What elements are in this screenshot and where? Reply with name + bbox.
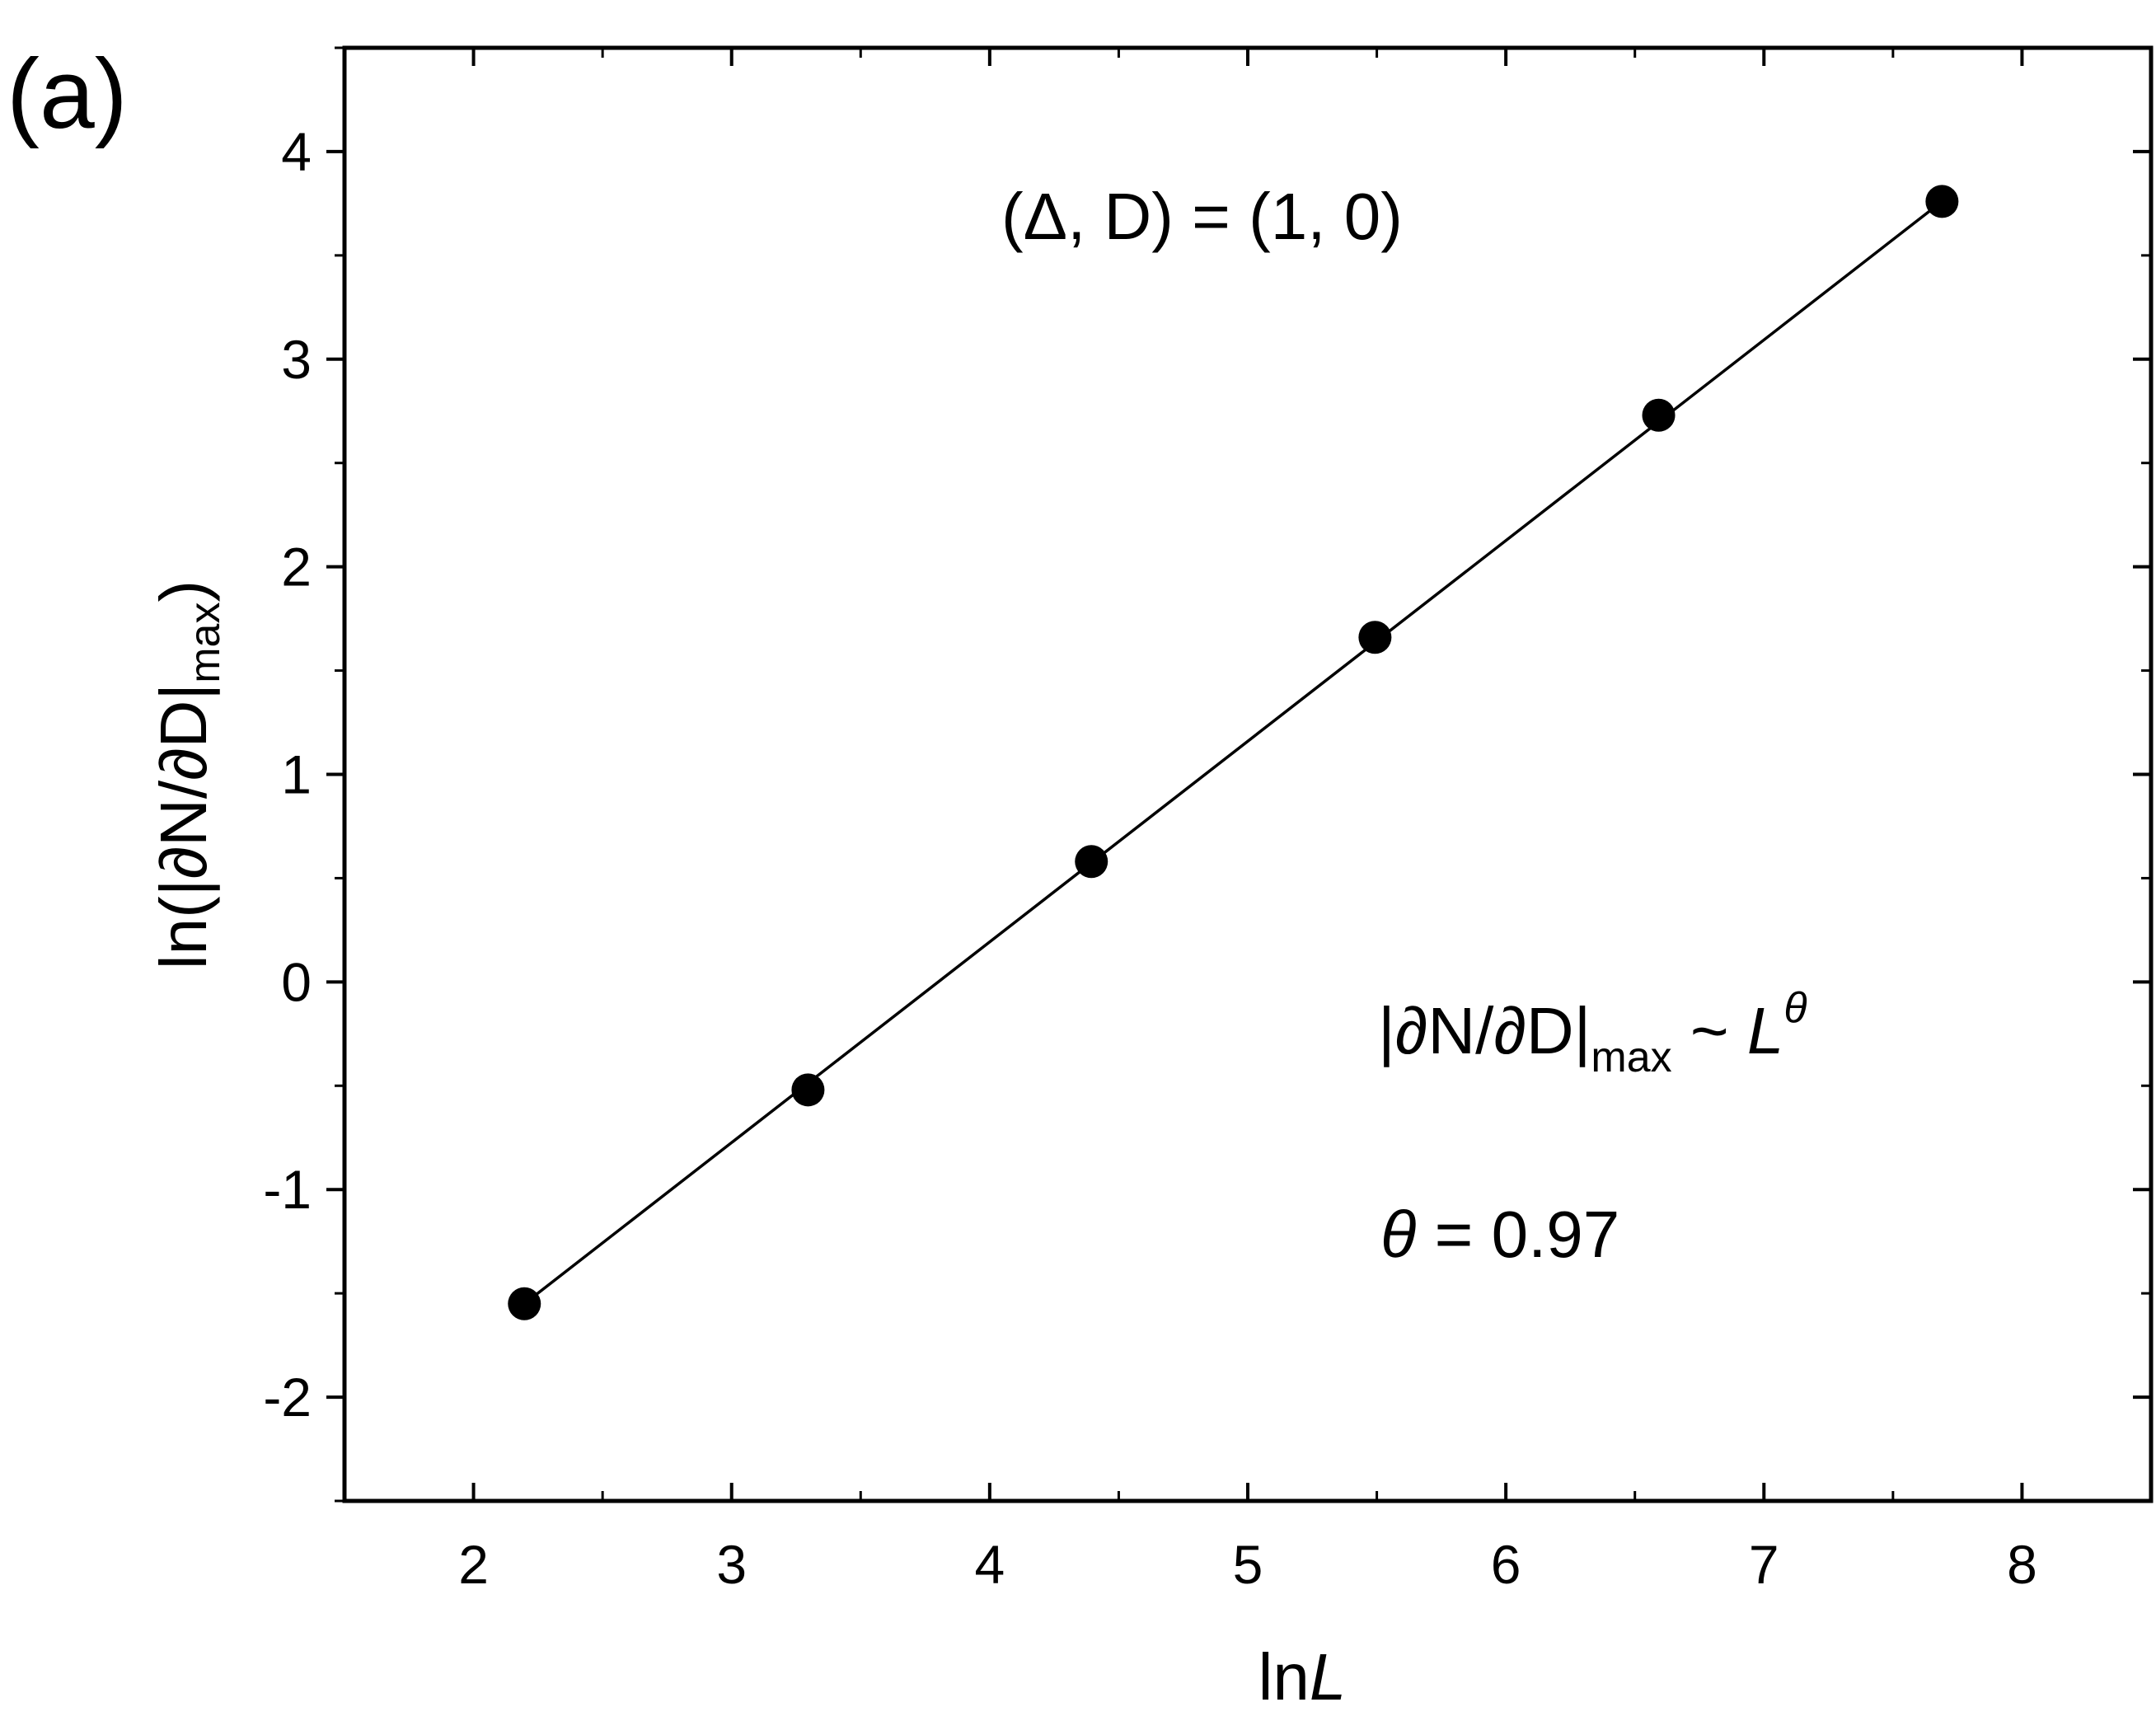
x-tick-label: 4 bbox=[974, 1534, 1005, 1595]
y-tick-label: -2 bbox=[263, 1367, 312, 1428]
x-axis-label: lnL bbox=[1258, 1640, 1347, 1714]
x-tick-label: 3 bbox=[716, 1534, 747, 1595]
params-annotation: (Δ, D) = (1, 0) bbox=[1001, 180, 1403, 253]
x-tick-label: 5 bbox=[1233, 1534, 1263, 1595]
data-point bbox=[1642, 398, 1676, 432]
y-tick-label: 3 bbox=[281, 329, 312, 390]
x-tick-label: 2 bbox=[458, 1534, 489, 1595]
x-tick-label: 6 bbox=[1491, 1534, 1521, 1595]
y-axis-label: ln(|∂N/∂D|max) bbox=[147, 580, 229, 969]
y-tick-label: 2 bbox=[281, 537, 312, 598]
data-point bbox=[1925, 185, 1959, 218]
data-points bbox=[508, 185, 1959, 1320]
x-tick-label: 8 bbox=[2007, 1534, 2037, 1595]
fit-line bbox=[523, 199, 1943, 1306]
data-point bbox=[791, 1073, 825, 1107]
data-point bbox=[1358, 621, 1392, 654]
plot-frame bbox=[342, 45, 2154, 1503]
y-tick-labels: -2 -1 0 1 2 3 4 bbox=[263, 121, 312, 1428]
x-tick-label: 7 bbox=[1749, 1534, 1779, 1595]
x-tick-labels: 2 3 4 5 6 7 8 bbox=[458, 1534, 2037, 1595]
data-point bbox=[508, 1287, 541, 1320]
y-tick-label: 0 bbox=[281, 951, 312, 1012]
axis-ticks bbox=[326, 46, 2153, 1503]
panel-label: (a) bbox=[7, 39, 128, 149]
y-tick-label: 1 bbox=[281, 744, 312, 805]
fit-line-group bbox=[523, 199, 1943, 1306]
theta-annotation: θ = 0.97 bbox=[1380, 1198, 1619, 1271]
y-tick-label: -1 bbox=[263, 1159, 312, 1220]
data-point bbox=[1075, 845, 1108, 879]
y-tick-label: 4 bbox=[281, 121, 312, 182]
scaling-annotation: |∂N/∂D|max ~ Lθ bbox=[1378, 984, 1807, 1081]
